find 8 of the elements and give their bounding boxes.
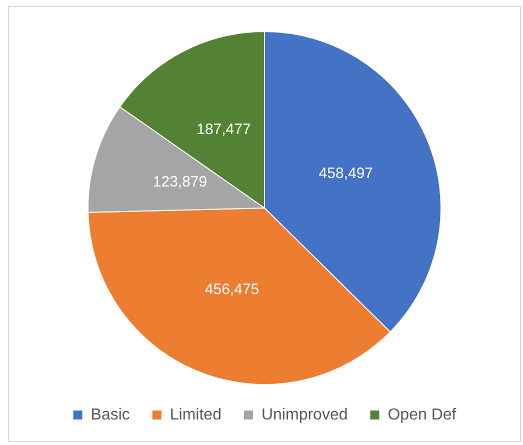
data-label: 456,475 [204,281,260,298]
legend-label: Limited [170,406,222,424]
data-label: 123,879 [152,174,208,191]
legend-label: Unimproved [261,406,348,424]
data-label: 187,477 [196,120,251,138]
legend-label: Basic [90,406,130,424]
legend-label: Open Def [388,406,457,424]
data-label: 458,497 [318,165,374,182]
